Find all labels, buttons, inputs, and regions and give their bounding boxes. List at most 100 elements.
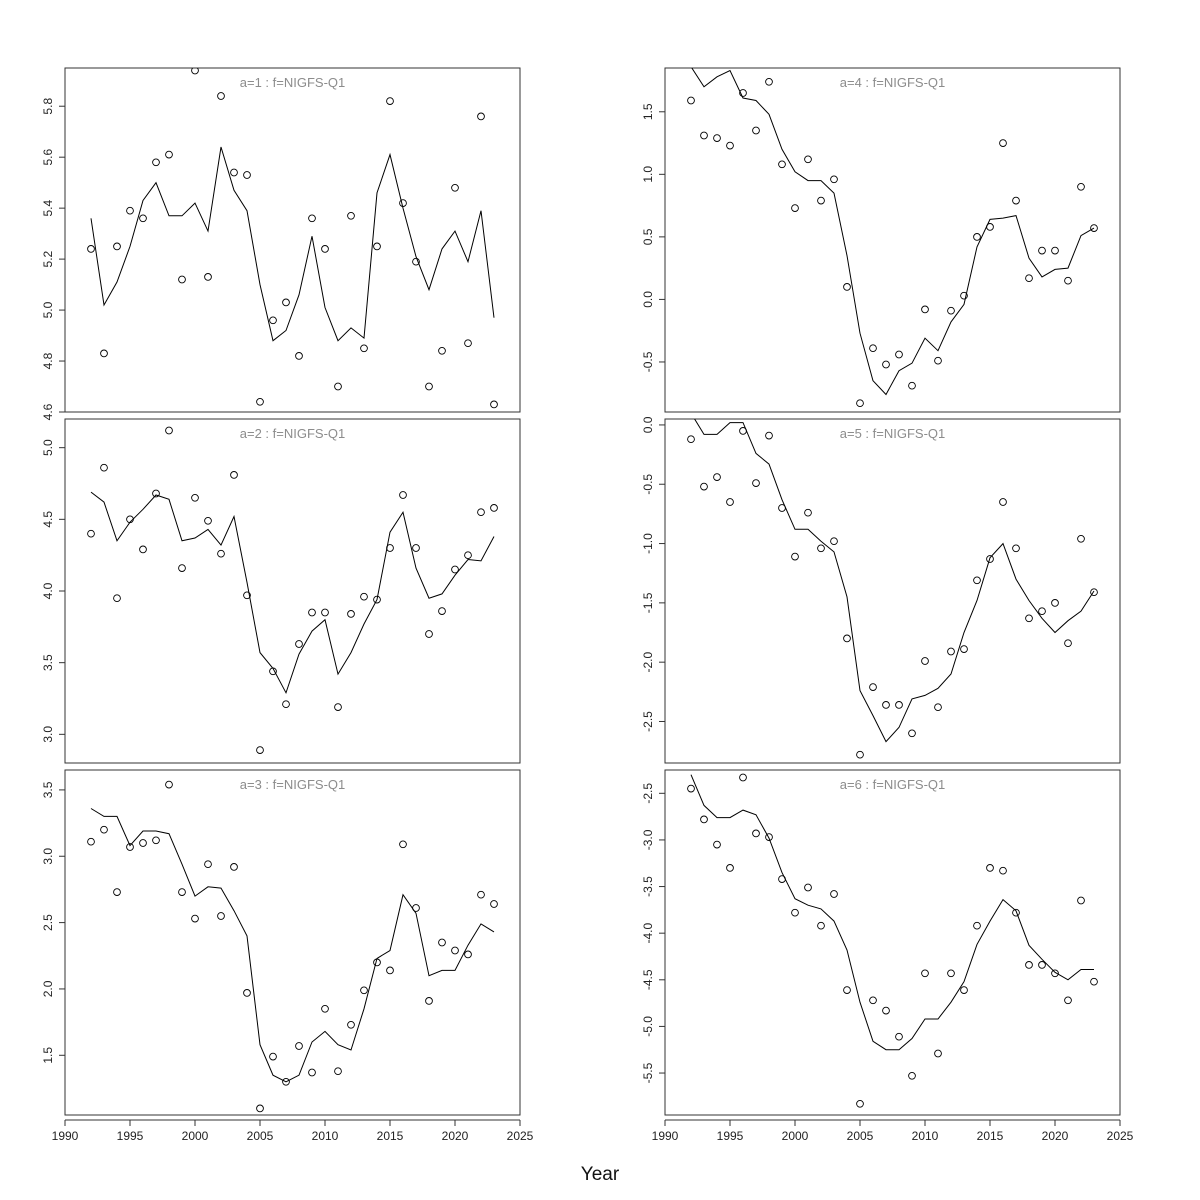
observed-point (778, 504, 786, 512)
y-tick-label: 0.0 (641, 291, 655, 308)
observed-point (256, 746, 264, 754)
observed-point (308, 608, 316, 617)
y-tick-label: 5.0 (41, 301, 55, 318)
observed-point (269, 667, 277, 676)
observed-point (412, 257, 420, 266)
observed-point (152, 836, 160, 845)
fitted-line (90, 808, 495, 1083)
observed-point (843, 283, 851, 291)
observed-point (204, 516, 212, 525)
observed-point (347, 211, 355, 220)
observed-point (243, 591, 251, 600)
observed-point (217, 92, 225, 100)
observed-point (347, 1020, 355, 1029)
observed-point (230, 863, 238, 871)
observed-point (713, 473, 721, 481)
observed-point (934, 703, 942, 712)
observed-point (139, 545, 147, 554)
observed-point (87, 837, 95, 846)
observed-point (687, 435, 695, 444)
y-tick-label: -3.5 (641, 876, 655, 897)
observed-point (726, 141, 734, 150)
x-tick-label: 2025 (507, 1129, 534, 1143)
observed-point (986, 864, 994, 872)
observed-point (1090, 977, 1098, 986)
observed-point (321, 245, 329, 253)
observed-point (360, 344, 368, 353)
observed-point (960, 645, 968, 653)
y-tick-label: -1.0 (641, 533, 655, 554)
y-tick-label: 5.2 (41, 250, 55, 267)
observed-point (687, 784, 695, 793)
observed-point (1051, 246, 1059, 255)
observed-point (882, 701, 890, 709)
observed-point (373, 242, 381, 251)
observed-point (256, 1104, 264, 1113)
y-tick-label: -3.0 (641, 829, 655, 850)
y-tick-label: 5.6 (41, 149, 55, 166)
chart-panel-3: a=3 : f=NIGFS-Q1 1.5 2.0 2.5 3.0 3.5 1990 1995 2… (41, 769, 534, 1143)
observed-point (700, 131, 708, 140)
observed-point (165, 780, 173, 789)
plot-frame (64, 418, 521, 764)
observed-point (895, 701, 903, 709)
panel-grid: a=1 : f=NIGFS-Q1 4.6 4.8 5.0 5.2 5.4 5.6 5.8 a=2… (41, 67, 1134, 1143)
observed-point (999, 866, 1007, 875)
observed-point (752, 126, 760, 135)
y-tick-label: 1.5 (641, 103, 655, 120)
observed-point (178, 275, 186, 284)
observed-point (778, 875, 786, 883)
observed-point (243, 989, 251, 997)
observed-point (308, 214, 316, 223)
observed-point (191, 68, 199, 75)
observed-point (908, 381, 916, 390)
panel-title: a=3 : f=NIGFS-Q1 (240, 777, 346, 792)
x-tick-label: 2005 (847, 1129, 874, 1143)
plot-area (87, 426, 498, 754)
chart-panel-2: a=2 : f=NIGFS-Q1 3.0 3.5 4.0 4.5 5.0 (41, 418, 521, 764)
y-tick-label: 3.5 (41, 654, 55, 671)
plot-area (687, 68, 1098, 408)
observed-point (347, 610, 355, 618)
observed-point (713, 134, 721, 142)
y-tick-label: 1.0 (641, 166, 655, 183)
y-tick-label: -2.0 (641, 652, 655, 673)
observed-point (464, 950, 472, 959)
observed-point (921, 657, 929, 665)
observed-point (191, 493, 199, 502)
x-tick-label: 2005 (247, 1129, 274, 1143)
observed-point (1025, 614, 1033, 623)
observed-point (451, 183, 459, 192)
observed-point (113, 242, 121, 251)
observed-point (947, 647, 955, 656)
observed-point (960, 291, 968, 300)
observed-point (165, 150, 173, 159)
observed-point (830, 890, 838, 898)
observed-point (804, 155, 812, 164)
observed-point (386, 544, 394, 552)
x-tick-label: 2025 (1107, 1129, 1134, 1143)
observed-point (204, 273, 212, 281)
observed-point (1064, 996, 1072, 1005)
observed-point (791, 908, 799, 917)
panel-title: a=2 : f=NIGFS-Q1 (240, 426, 346, 441)
observed-point (947, 306, 955, 315)
observed-point (882, 360, 890, 369)
observed-point (87, 529, 95, 538)
y-tick-label: 3.0 (41, 848, 55, 865)
observed-point (1012, 196, 1020, 205)
plot-area (87, 780, 498, 1113)
observed-point (869, 996, 877, 1005)
observed-point (230, 168, 238, 177)
y-tick-label: 4.8 (41, 352, 55, 369)
observed-point (360, 592, 368, 601)
observed-point (295, 640, 303, 648)
observed-point (1077, 182, 1085, 191)
observed-point (113, 594, 121, 603)
observed-point (282, 298, 290, 307)
observed-point (321, 608, 329, 617)
observed-point (399, 199, 407, 207)
observed-point (178, 564, 186, 572)
observed-point (438, 938, 446, 947)
observed-point (765, 77, 773, 86)
